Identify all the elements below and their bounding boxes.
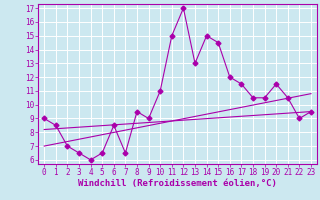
X-axis label: Windchill (Refroidissement éolien,°C): Windchill (Refroidissement éolien,°C)	[78, 179, 277, 188]
